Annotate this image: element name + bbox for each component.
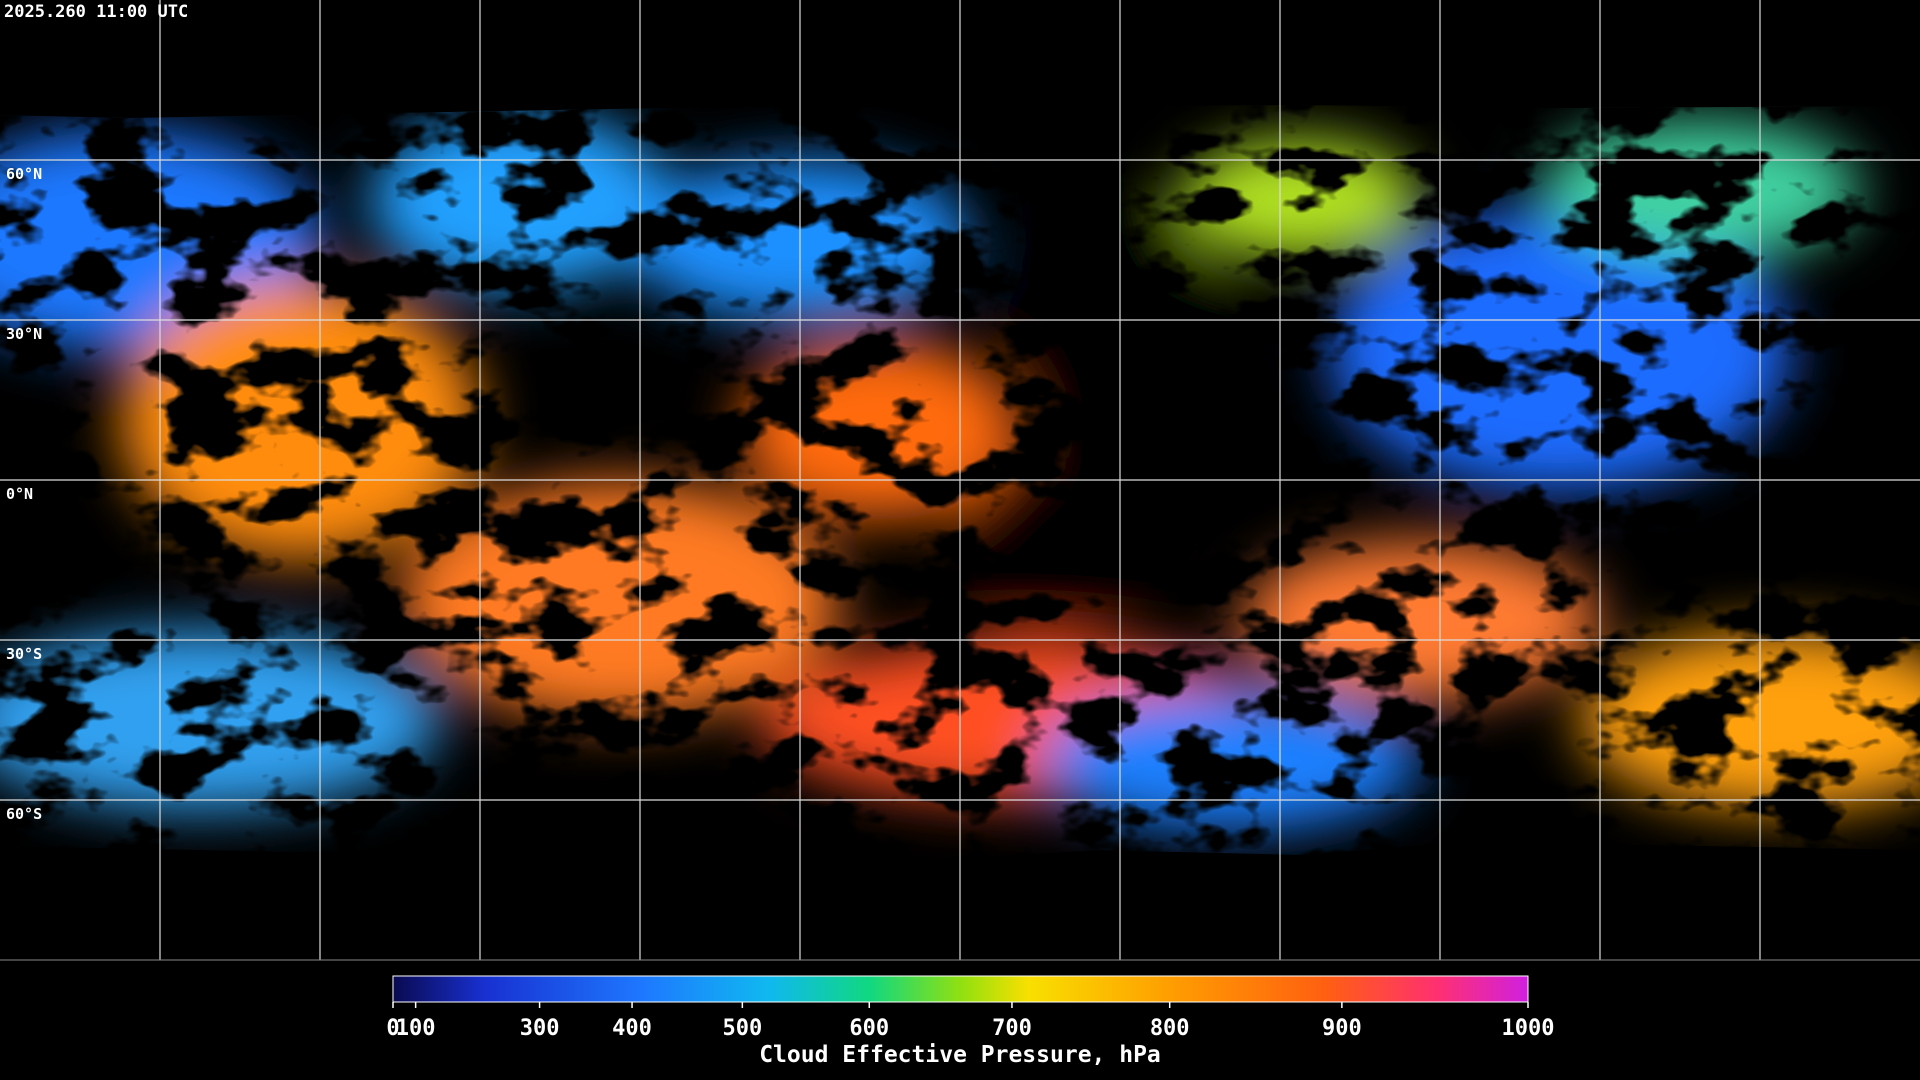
colorbar-tick-label: 300 (520, 1016, 560, 1041)
colorbar-tick-label: 600 (849, 1016, 889, 1041)
latitude-label: 60°N (6, 165, 42, 183)
colorbar-tick-label: 700 (992, 1016, 1032, 1041)
latitude-label: 30°S (6, 645, 42, 663)
graticule (0, 0, 1920, 960)
colorbar-tick-label: 800 (1150, 1016, 1190, 1041)
timestamp: 2025.260 11:00 UTC (4, 2, 188, 22)
colorbar-title: Cloud Effective Pressure, hPa (759, 1042, 1161, 1068)
colorbar-tick-label: 900 (1322, 1016, 1362, 1041)
colorbar-tick-label: 400 (612, 1016, 652, 1041)
colorbar-tick-label: 0 (386, 1016, 399, 1041)
colorbar-tick-label: 1000 (1502, 1016, 1555, 1041)
latitude-label: 30°N (6, 325, 42, 343)
colorbar-tick-label: 500 (722, 1016, 762, 1041)
colorbar (392, 975, 1529, 1003)
latitude-label: 0°N (6, 485, 33, 503)
latitude-label: 60°S (6, 805, 42, 823)
colorbar-tick-label: 100 (396, 1016, 436, 1041)
